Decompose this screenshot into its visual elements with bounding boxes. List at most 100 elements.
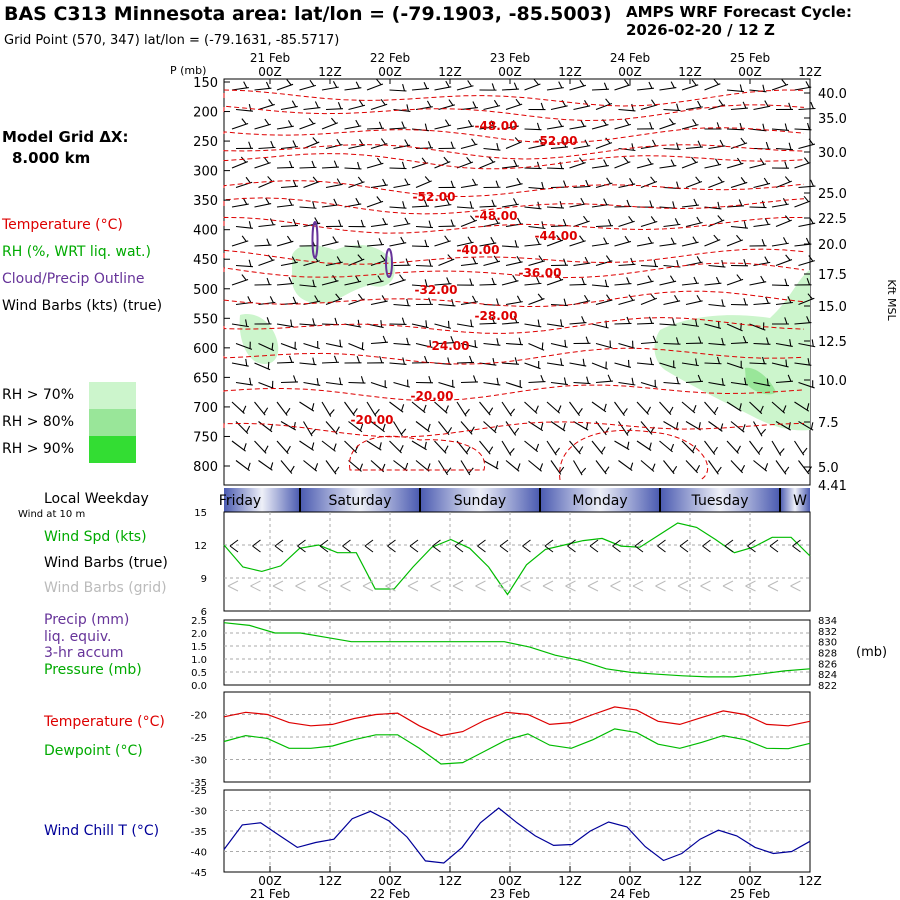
bottom-tick-label: 00Z — [258, 874, 282, 888]
surface-wind-barb — [679, 539, 689, 553]
wind-barb — [550, 381, 568, 386]
wind-barb — [749, 440, 761, 455]
wind-barb — [381, 463, 386, 471]
temperature-legend-label: Temperature (°C) — [2, 217, 123, 233]
rh-80-label: RH > 80% — [2, 414, 75, 430]
wind-barb — [501, 203, 519, 208]
pressure-tick-label: 150 — [193, 76, 218, 91]
wind-barb — [676, 103, 680, 111]
wind-barb — [546, 401, 561, 414]
wind-barb — [573, 262, 591, 267]
wind-barb — [607, 374, 612, 382]
wind-barb — [704, 163, 722, 169]
wind-barb — [685, 181, 703, 189]
wind-barb — [344, 440, 358, 454]
wind-barb — [336, 178, 342, 185]
wind-barb — [448, 99, 454, 106]
wind-barb — [640, 460, 655, 472]
wind-barb — [333, 160, 338, 168]
wind-barb — [742, 335, 747, 343]
wind-barb — [501, 245, 519, 248]
wind-barb — [591, 440, 604, 455]
wind-barb — [670, 159, 675, 167]
wind-barb — [325, 298, 343, 306]
wind-barb — [393, 303, 411, 307]
wind-chill-tick-label: -45 — [191, 868, 207, 879]
wind-barb — [579, 79, 585, 87]
wind-barb — [771, 203, 789, 208]
wind-barb — [264, 157, 270, 164]
wind-barb — [470, 319, 473, 327]
wind-barb — [483, 460, 499, 470]
wind-barb — [659, 323, 677, 326]
surface-wind-barb — [544, 539, 554, 553]
surface-wind-barb — [342, 539, 351, 553]
wind-barb — [309, 79, 315, 87]
wind-barb — [753, 302, 771, 306]
wind-barb — [651, 463, 656, 471]
temperature-contour — [223, 290, 805, 308]
wind-barb — [740, 137, 746, 144]
wind-barb — [490, 120, 495, 128]
wind-speed-label: Wind Spd (kts) — [44, 529, 147, 545]
grid-wind-barb — [790, 580, 801, 592]
wind-barb — [321, 122, 339, 130]
bottom-tick-label: 00Z — [738, 874, 762, 888]
top-tick-label: 00Z — [258, 65, 282, 79]
pressure-tick-label: 828 — [818, 649, 837, 660]
wind-barb — [591, 401, 607, 413]
wind-barb — [803, 157, 810, 164]
wind-barb — [366, 280, 384, 286]
wind-barb — [595, 299, 613, 306]
wind-barb — [726, 162, 744, 169]
wind-barb — [286, 445, 291, 453]
wind-barb — [374, 408, 380, 416]
grid-wind-barb — [587, 580, 599, 592]
wind-barb — [509, 408, 516, 415]
pressure-line — [223, 622, 811, 678]
wind-barb — [344, 245, 362, 248]
wind-barb — [749, 281, 767, 286]
wind-barb — [370, 341, 388, 345]
wind-barb — [312, 176, 318, 183]
wind-barb — [290, 319, 293, 327]
wind-barb — [235, 225, 253, 229]
wind-barb — [606, 177, 611, 184]
bottom-tick-label: 12Z — [678, 874, 702, 888]
wind-barb — [730, 225, 748, 229]
wind-barb — [450, 335, 454, 343]
wind-barb — [647, 158, 652, 165]
temperature-contour-label: -44.00 — [535, 229, 578, 243]
wind-barb — [784, 317, 788, 325]
wind-barb — [325, 381, 343, 386]
wind-barb — [640, 180, 658, 189]
wind-barb — [424, 355, 428, 363]
surface-wind-barb — [724, 539, 734, 553]
wind-barb — [382, 178, 387, 186]
wind-barb — [726, 89, 744, 93]
wind-barb — [293, 422, 296, 430]
surface-wind-barb — [792, 539, 801, 553]
wind-barb — [382, 335, 387, 343]
wind-barb — [445, 198, 450, 206]
weekday-label: Sunday — [454, 493, 506, 509]
wind-barb — [636, 280, 654, 286]
wind-barb — [235, 342, 253, 350]
wind-barb — [378, 121, 383, 129]
wind-barb — [753, 381, 771, 387]
grid-wind-barb — [722, 580, 734, 592]
wind-barb — [569, 162, 586, 169]
wind-barb — [618, 381, 636, 386]
wind-barb — [358, 99, 364, 107]
wind-barb — [663, 460, 675, 475]
wind-barb — [428, 297, 432, 305]
wind-barb — [460, 262, 478, 267]
wind-barb — [333, 198, 338, 206]
wind-barb — [470, 215, 476, 222]
height-tick-label: 4.41 — [818, 479, 847, 494]
wind-barb — [402, 357, 405, 365]
wind-barb — [659, 243, 677, 247]
grid-wind-barb — [295, 580, 306, 592]
wind-barb — [640, 297, 658, 306]
weekday-label: Friday — [219, 493, 261, 509]
